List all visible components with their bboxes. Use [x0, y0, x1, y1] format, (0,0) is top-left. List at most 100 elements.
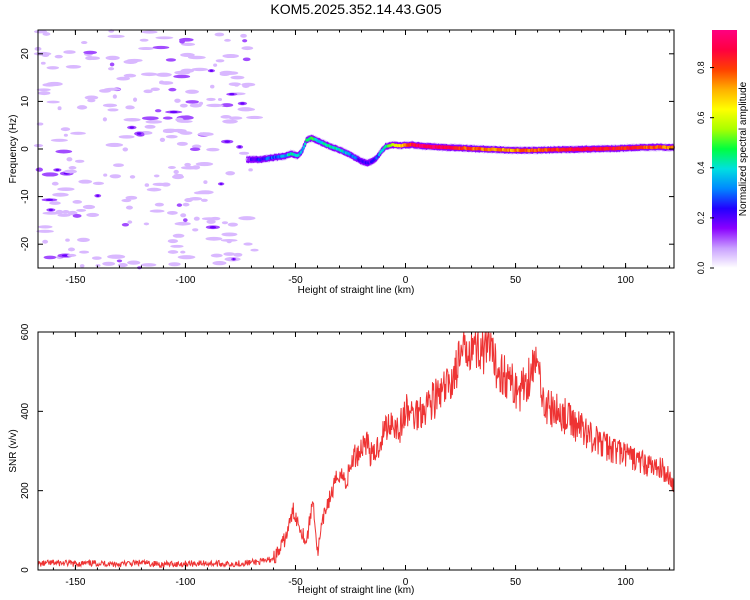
noise-blob — [189, 147, 201, 151]
noise-blob — [174, 98, 181, 103]
y-tick-label: 400 — [20, 403, 31, 420]
noise-blob — [167, 250, 179, 254]
noise-blob — [187, 55, 206, 60]
noise-blob — [143, 222, 150, 226]
noise-blob-core — [96, 194, 100, 197]
noise-blob — [197, 132, 214, 137]
noise-blob — [155, 72, 172, 77]
noise-blob — [176, 141, 188, 146]
noise-blob — [180, 68, 195, 73]
noise-blob — [240, 33, 247, 38]
noise-blob — [241, 82, 256, 87]
noise-blob — [152, 182, 167, 187]
signal-mark — [303, 142, 307, 146]
y-tick-label: -10 — [20, 189, 31, 204]
noise-blob — [46, 66, 60, 70]
noise-blob — [42, 32, 51, 36]
noise-blob — [172, 174, 185, 180]
noise-blob — [63, 50, 76, 54]
noise-blob — [228, 116, 243, 120]
noise-blob — [66, 157, 73, 162]
noise-blob — [112, 163, 125, 167]
spectrogram-x-label: Height of straight line (km) — [298, 285, 415, 296]
noise-blob — [140, 72, 158, 77]
noise-blob — [242, 39, 248, 43]
y-tick-label: 600 — [20, 323, 31, 340]
snr-panel: -150 -100 -50 0 50 100 0 200 400 600 Height of s… — [8, 323, 675, 596]
noise-blob — [51, 181, 59, 186]
noise-blob — [76, 105, 88, 110]
colorbar-ticks: 0.0 0.2 0.4 0.6 0.8 — [696, 61, 714, 274]
noise-blob — [149, 209, 165, 213]
noise-blob — [206, 97, 216, 101]
noise-blob — [203, 180, 208, 184]
snr-plot-area — [38, 332, 674, 570]
noise-blob — [46, 81, 63, 87]
colorbar-tick-label: 0.6 — [696, 111, 706, 124]
noise-blob — [152, 45, 170, 50]
noise-blob — [37, 225, 53, 229]
noise-blob — [107, 254, 126, 259]
noise-blob — [87, 99, 96, 103]
noise-blob — [102, 103, 118, 108]
noise-blob — [238, 216, 256, 221]
noise-blob — [179, 131, 193, 135]
noise-blob — [173, 169, 179, 175]
noise-blob — [168, 262, 181, 267]
x-tick-label: -50 — [288, 275, 303, 286]
noise-blob — [118, 135, 135, 139]
noise-blob-core — [129, 126, 134, 129]
noise-blob — [143, 89, 153, 94]
snr-y-label: SNR (v/v) — [8, 429, 19, 472]
noise-blob — [206, 103, 224, 108]
noise-blob — [91, 256, 102, 260]
noise-blob — [125, 205, 133, 210]
noise-blob — [210, 84, 215, 89]
noise-blob — [206, 147, 220, 152]
x-tick-label: 0 — [403, 577, 409, 588]
noise-blob — [182, 202, 190, 207]
noise-blob — [117, 263, 128, 268]
noise-blob — [92, 181, 105, 186]
noise-blob — [184, 197, 193, 203]
signal-mark — [302, 145, 306, 149]
noise-blob — [57, 213, 71, 217]
noise-blob — [35, 167, 43, 172]
noise-blob — [221, 221, 229, 225]
noise-blob — [116, 259, 123, 263]
noise-blob — [205, 236, 223, 241]
noise-blob-core — [229, 93, 235, 96]
noise-blob — [227, 222, 238, 227]
noise-blob — [210, 253, 223, 258]
noise-blob — [239, 107, 255, 112]
y-tick-label: 10 — [20, 95, 31, 107]
noise-blob — [222, 54, 240, 59]
x-tick-label: 50 — [510, 577, 522, 588]
noise-blob — [86, 56, 100, 60]
noise-blob — [140, 263, 157, 267]
noise-blob — [63, 133, 68, 137]
noise-blob — [60, 127, 71, 132]
noise-blob — [79, 250, 90, 254]
noise-blob-core — [136, 132, 142, 135]
signal-mark — [301, 147, 304, 152]
noise-blob — [210, 216, 221, 221]
noise-blob — [213, 63, 218, 67]
noise-blob — [189, 103, 202, 108]
noise-blob — [67, 253, 77, 257]
noise-blob — [107, 34, 125, 38]
noise-blob — [123, 59, 138, 64]
colorbar: 0.0 0.2 0.4 0.6 0.8 Normalized spectral ampl… — [696, 30, 749, 274]
noise-blob — [65, 238, 70, 242]
noise-blob — [127, 260, 141, 265]
noise-blob — [103, 173, 108, 177]
noise-blob — [67, 247, 75, 252]
noise-blob — [127, 220, 133, 224]
noise-blob — [165, 135, 178, 139]
noise-blob — [221, 232, 238, 237]
noise-blob — [150, 87, 160, 92]
spectrogram-y-ticks: -20 -10 0 10 20 — [20, 48, 674, 251]
x-tick-label: -150 — [65, 577, 85, 588]
noise-blob — [76, 208, 87, 212]
noise-blob — [241, 46, 254, 51]
